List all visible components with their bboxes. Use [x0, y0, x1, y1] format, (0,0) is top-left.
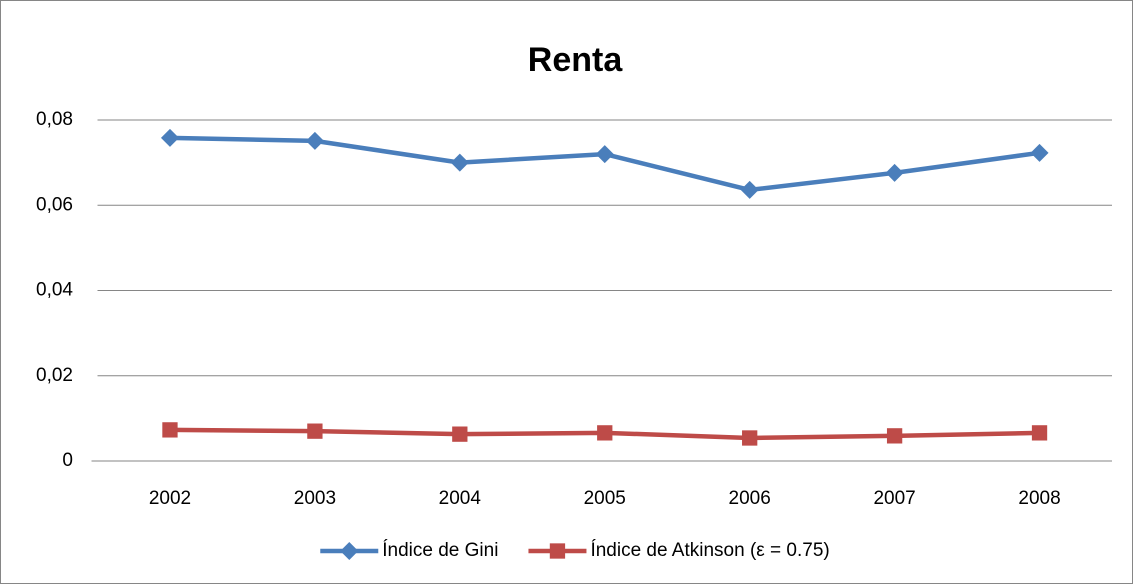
data-point	[305, 131, 324, 150]
data-point	[742, 430, 758, 446]
data-point	[740, 180, 759, 199]
y-tick-label: 0,08	[36, 109, 73, 130]
data-point	[597, 425, 613, 441]
data-point	[1031, 425, 1048, 441]
x-tick-label: 2008	[1018, 488, 1060, 509]
x-tick-label: 2007	[873, 488, 915, 509]
data-point	[886, 428, 903, 444]
data-point	[162, 422, 178, 438]
data-point	[450, 153, 469, 172]
x-tick-label: 2005	[584, 488, 626, 509]
chart-title: Renta	[528, 41, 624, 79]
y-tick-label: 0,04	[36, 280, 73, 301]
data-point	[307, 423, 323, 439]
data-point	[452, 426, 468, 442]
y-tick-label: 0	[62, 450, 73, 471]
x-tick-label: 2002	[149, 488, 191, 509]
legend-marker	[549, 543, 566, 559]
data-point	[160, 128, 179, 147]
legend-label: Índice de Gini	[382, 540, 498, 561]
x-tick-label: 2006	[729, 488, 771, 509]
data-point	[595, 145, 614, 164]
x-tick-label: 2004	[439, 488, 482, 509]
data-point	[1030, 143, 1049, 162]
data-point	[885, 163, 904, 182]
y-tick-label: 0,02	[36, 365, 73, 386]
legend-marker	[340, 542, 359, 560]
legend-label: Índice de Atkinson (ε = 0.75)	[590, 540, 829, 561]
x-tick-label: 2003	[294, 488, 336, 509]
y-tick-label: 0,06	[36, 194, 73, 215]
